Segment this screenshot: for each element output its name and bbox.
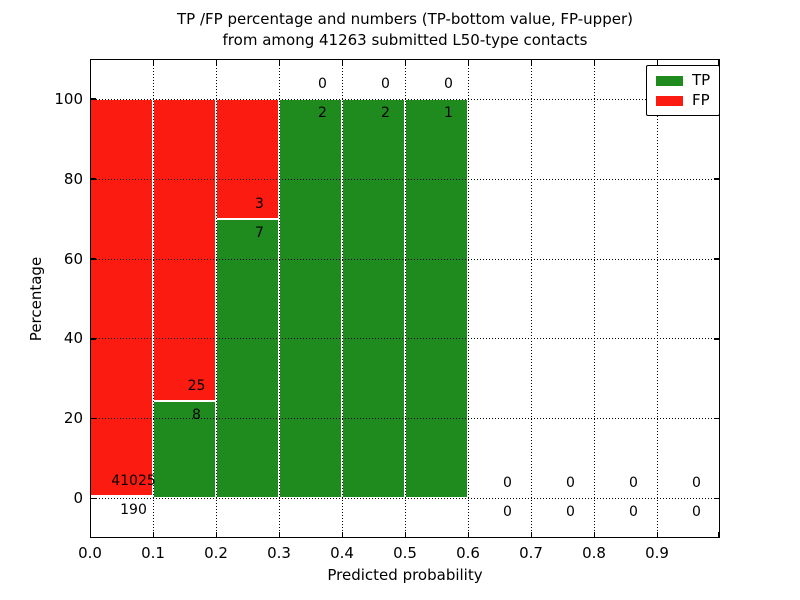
bar-tp-count-label: 0: [503, 504, 512, 521]
x-tick-mark-bottom: [278, 532, 281, 538]
legend-box: TP FP: [646, 65, 721, 116]
bar-fp-count-label: 3: [255, 195, 264, 212]
legend-swatch-fp: [656, 95, 683, 106]
bar-fp-count-label: 0: [444, 75, 453, 92]
x-tick-mark-top: [89, 59, 92, 65]
bar-fp-count-label: 0: [503, 475, 512, 492]
bar-fp-count-label: 0: [629, 475, 638, 492]
x-tick-mark-top: [215, 59, 218, 65]
bar-tp-count-label: 0: [629, 504, 638, 521]
bar-tp-count-label: 2: [318, 104, 327, 121]
bar-segment-tp: [279, 98, 342, 499]
x-tick-label: 0.0: [78, 544, 102, 562]
x-tick-mark-bottom: [656, 532, 659, 538]
bar-tp-count-label: 8: [192, 407, 201, 424]
bar-tp-count-label: 1: [444, 104, 453, 121]
x-tick-label: 0.5: [393, 544, 417, 562]
y-tick-label: 0: [73, 489, 83, 508]
x-tick-mark-top: [467, 59, 470, 65]
bar-tp-count-label: 7: [255, 224, 264, 241]
gridline-vertical: [594, 59, 595, 538]
x-tick-mark-bottom: [404, 532, 407, 538]
bar-segment-fp: [216, 98, 279, 219]
x-tick-mark-top: [717, 59, 720, 65]
y-tick-mark-left: [90, 258, 96, 260]
y-tick-mark-left: [90, 98, 96, 100]
x-tick-label: 0.4: [330, 544, 354, 562]
gridline-vertical: [405, 59, 406, 538]
bar-fp-count-label: 25: [187, 378, 206, 395]
gridline-vertical: [153, 59, 154, 538]
legend-item: TP: [656, 73, 710, 88]
x-tick-mark-bottom: [717, 532, 720, 538]
bar-fp-count-label: 0: [318, 75, 327, 92]
bar-fp-count-label: 0: [692, 475, 701, 492]
y-tick-mark-left: [90, 497, 96, 500]
y-axis-label: Percentage: [27, 256, 45, 341]
x-tick-mark-bottom: [341, 532, 344, 538]
legend-swatch-tp: [656, 75, 683, 86]
x-tick-label: 0.6: [456, 544, 480, 562]
y-tick-label: 40: [63, 329, 83, 348]
y-tick-label: 80: [63, 169, 83, 188]
bar-segment-tp: [405, 98, 468, 499]
gridline-vertical: [342, 59, 343, 538]
x-tick-mark-top: [278, 59, 281, 65]
plot-area: 41025 190 25 8 3 7 0 2 0 2 0 1 0 0 0 0 0 0 0 0: [89, 59, 720, 538]
y-tick-mark-left: [90, 337, 96, 340]
x-tick-mark-bottom: [593, 532, 596, 538]
y-tick-mark-right: [714, 258, 720, 260]
x-tick-label: 0.1: [141, 544, 165, 562]
y-tick-mark-right: [714, 417, 720, 420]
chart-title-line2: from among 41263 submitted L50-type cont…: [222, 31, 588, 49]
x-tick-mark-top: [593, 59, 596, 65]
x-tick-mark-bottom: [152, 532, 155, 538]
gridline-vertical: [468, 59, 469, 538]
x-tick-mark-top: [530, 59, 533, 65]
y-tick-mark-left: [90, 178, 96, 180]
gridline-vertical: [657, 59, 658, 538]
x-tick-label: 0.8: [582, 544, 606, 562]
bar-segment-tp: [216, 218, 279, 499]
x-tick-mark-bottom: [530, 532, 533, 538]
bar-segment-fp: [90, 98, 153, 497]
chart-title-line1: TP /FP percentage and numbers (TP-bottom…: [177, 10, 633, 28]
x-tick-mark-bottom: [89, 532, 92, 538]
x-axis-label: Predicted probability: [327, 566, 483, 584]
legend-item: FP: [656, 93, 710, 108]
bar-tp-count-label: 190: [120, 502, 147, 519]
bar-segment-tp: [153, 401, 216, 499]
bar-segment-fp: [153, 98, 216, 402]
y-tick-mark-right: [714, 337, 720, 340]
y-tick-mark-right: [714, 178, 720, 180]
x-tick-label: 0.2: [204, 544, 228, 562]
x-tick-label: 0.7: [519, 544, 543, 562]
x-tick-mark-top: [404, 59, 407, 65]
y-tick-mark-right: [714, 497, 720, 500]
bar-fp-count-label: 41025: [111, 473, 156, 490]
y-tick-label: 20: [63, 409, 83, 428]
x-tick-mark-top: [341, 59, 344, 65]
y-tick-label: 100: [54, 89, 83, 108]
bar-fp-count-label: 0: [381, 75, 390, 92]
y-tick-label: 60: [63, 249, 83, 268]
gridline-vertical: [279, 59, 280, 538]
legend-item-label: FP: [692, 91, 710, 109]
gridline-vertical: [216, 59, 217, 538]
bar-tp-count-label: 0: [566, 504, 575, 521]
bar-segment-tp: [342, 98, 405, 499]
x-tick-label: 0.9: [645, 544, 669, 562]
bar-tp-count-label: 0: [692, 504, 701, 521]
gridline-vertical: [531, 59, 532, 538]
y-tick-mark-left: [90, 417, 96, 420]
bar-fp-count-label: 0: [566, 475, 575, 492]
bar-tp-count-label: 2: [381, 104, 390, 121]
x-tick-mark-bottom: [467, 532, 470, 538]
x-tick-mark-top: [152, 59, 155, 65]
x-tick-mark-bottom: [215, 532, 218, 538]
legend-item-label: TP: [692, 71, 711, 89]
x-tick-mark-top: [656, 59, 659, 65]
x-tick-label: 0.3: [267, 544, 291, 562]
